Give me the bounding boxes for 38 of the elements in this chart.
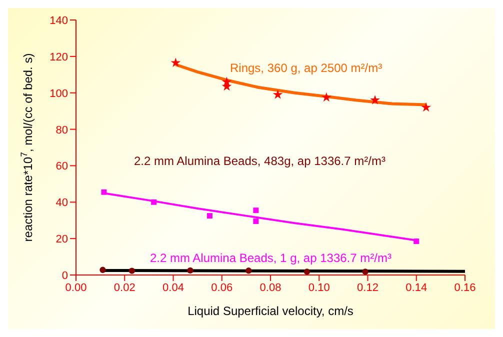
x-tick-label: 0.02: [114, 282, 136, 294]
x-tick-label: 0.00: [65, 282, 87, 294]
point: [187, 267, 194, 274]
y-tick-label: 60: [56, 160, 68, 173]
point: [370, 94, 380, 104]
x-tick-label: 0.06: [211, 282, 233, 294]
x-tick-label: 0.16: [454, 282, 476, 294]
annotation: 2.2 mm Alumina Beads, 483g, ap 1336.7 m²/m³: [134, 154, 386, 168]
y-tick-label: 100: [50, 88, 68, 100]
x-tick-label: 0.04: [162, 282, 184, 294]
point: [100, 266, 106, 273]
y-tick-label: 0: [62, 270, 68, 282]
annotation: Rings, 360 g, ap 2500 m²/m³: [230, 61, 382, 75]
point: [322, 92, 332, 102]
point: [272, 90, 283, 99]
point: [304, 268, 310, 275]
y-tick-label: 20: [56, 234, 68, 246]
point: [414, 238, 420, 244]
x-tick-label: 0.08: [260, 282, 282, 294]
x-tick-label: 0.14: [406, 282, 428, 294]
point: [128, 268, 136, 274]
point: [101, 189, 107, 195]
point: [253, 208, 259, 214]
point: [170, 58, 181, 67]
x-axis-title: Liquid Superficial velocity, cm/s: [188, 304, 354, 318]
y-tick-label: 120: [50, 51, 68, 64]
point: [362, 268, 368, 275]
point: [253, 218, 259, 224]
y-tick-label: 140: [50, 15, 68, 27]
point: [421, 102, 432, 112]
point: [206, 213, 212, 219]
x-tick-label: 0.12: [357, 282, 378, 294]
x-tick-label: 0.10: [308, 282, 330, 294]
point: [151, 199, 157, 205]
y-tick-label: 40: [56, 197, 68, 210]
annotation: 2.2 mm Alumina Beads, 1 g, ap 1336.7 m²/m³: [150, 251, 392, 265]
y-tick-label: 80: [56, 124, 68, 136]
point: [246, 268, 252, 274]
